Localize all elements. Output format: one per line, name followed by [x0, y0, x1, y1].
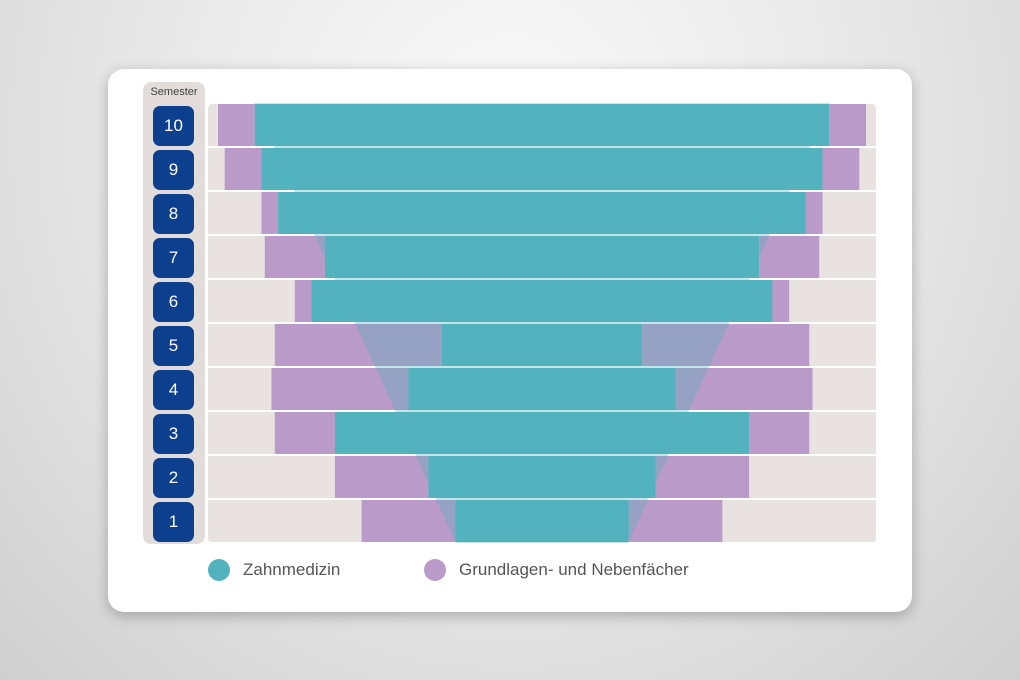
semester-badge: 8 [153, 194, 194, 234]
semester-badge: 10 [153, 106, 194, 146]
bar-layer [218, 104, 866, 542]
semester-badge: 2 [153, 458, 194, 498]
bar-zahnmedizin [254, 104, 830, 146]
bar-grundlagen-left [334, 456, 429, 498]
bar-grundlagen-left [218, 104, 255, 146]
bar-grundlagen-left [361, 500, 456, 542]
bar-zahnmedizin [441, 324, 643, 366]
bar-grundlagen-right [749, 412, 810, 454]
bar-grundlagen-right [822, 148, 860, 190]
legend-label-zahnmedizin: Zahnmedizin [243, 560, 341, 579]
semester-header: Semester [150, 86, 198, 98]
bar-zahnmedizin [455, 500, 629, 542]
legend-label-grundlagen: Grundlagen- und Nebenfächer [459, 560, 689, 579]
bar-grundlagen-left [274, 324, 442, 366]
bar-grundlagen-right [675, 368, 813, 410]
semester-badge: 5 [153, 326, 194, 366]
bar-grundlagen-left [271, 368, 409, 410]
bar-zahnmedizin [278, 192, 806, 234]
bar-grundlagen-right [759, 236, 820, 278]
legend-grundlagen: Grundlagen- und Nebenfächer [424, 559, 689, 581]
bar-grundlagen-left [264, 236, 325, 278]
bar-zahnmedizin [334, 412, 750, 454]
funnel-overlay [254, 103, 830, 543]
bar-grundlagen-right [829, 104, 866, 146]
bar-grundlagen-right [805, 192, 823, 234]
bar-grundlagen-right [628, 500, 723, 542]
semester-badge: 4 [153, 370, 194, 410]
semester-badge: 7 [153, 238, 194, 278]
bar-grundlagen-right [642, 324, 810, 366]
bar-grundlagen-right [772, 280, 790, 322]
semester-badge: 1 [153, 502, 194, 542]
semester-chart [208, 103, 876, 543]
bar-zahnmedizin [311, 280, 773, 322]
bar-zahnmedizin [428, 456, 656, 498]
bar-zahnmedizin [261, 148, 823, 190]
bar-grundlagen-right [655, 456, 750, 498]
legend-dot-grundlagen [424, 559, 446, 581]
bar-zahnmedizin [324, 236, 760, 278]
semester-badge: 3 [153, 414, 194, 454]
semester-badge: 6 [153, 282, 194, 322]
semester-badge: 9 [153, 150, 194, 190]
bar-zahnmedizin [408, 368, 676, 410]
bar-grundlagen-left [274, 412, 335, 454]
legend-dot-zahnmedizin [208, 559, 230, 581]
legend-zahnmedizin: Zahnmedizin [208, 559, 340, 581]
chart-area [208, 103, 876, 544]
bar-grundlagen-left [261, 192, 279, 234]
bar-grundlagen-left [294, 280, 312, 322]
bar-grundlagen-left [224, 148, 262, 190]
